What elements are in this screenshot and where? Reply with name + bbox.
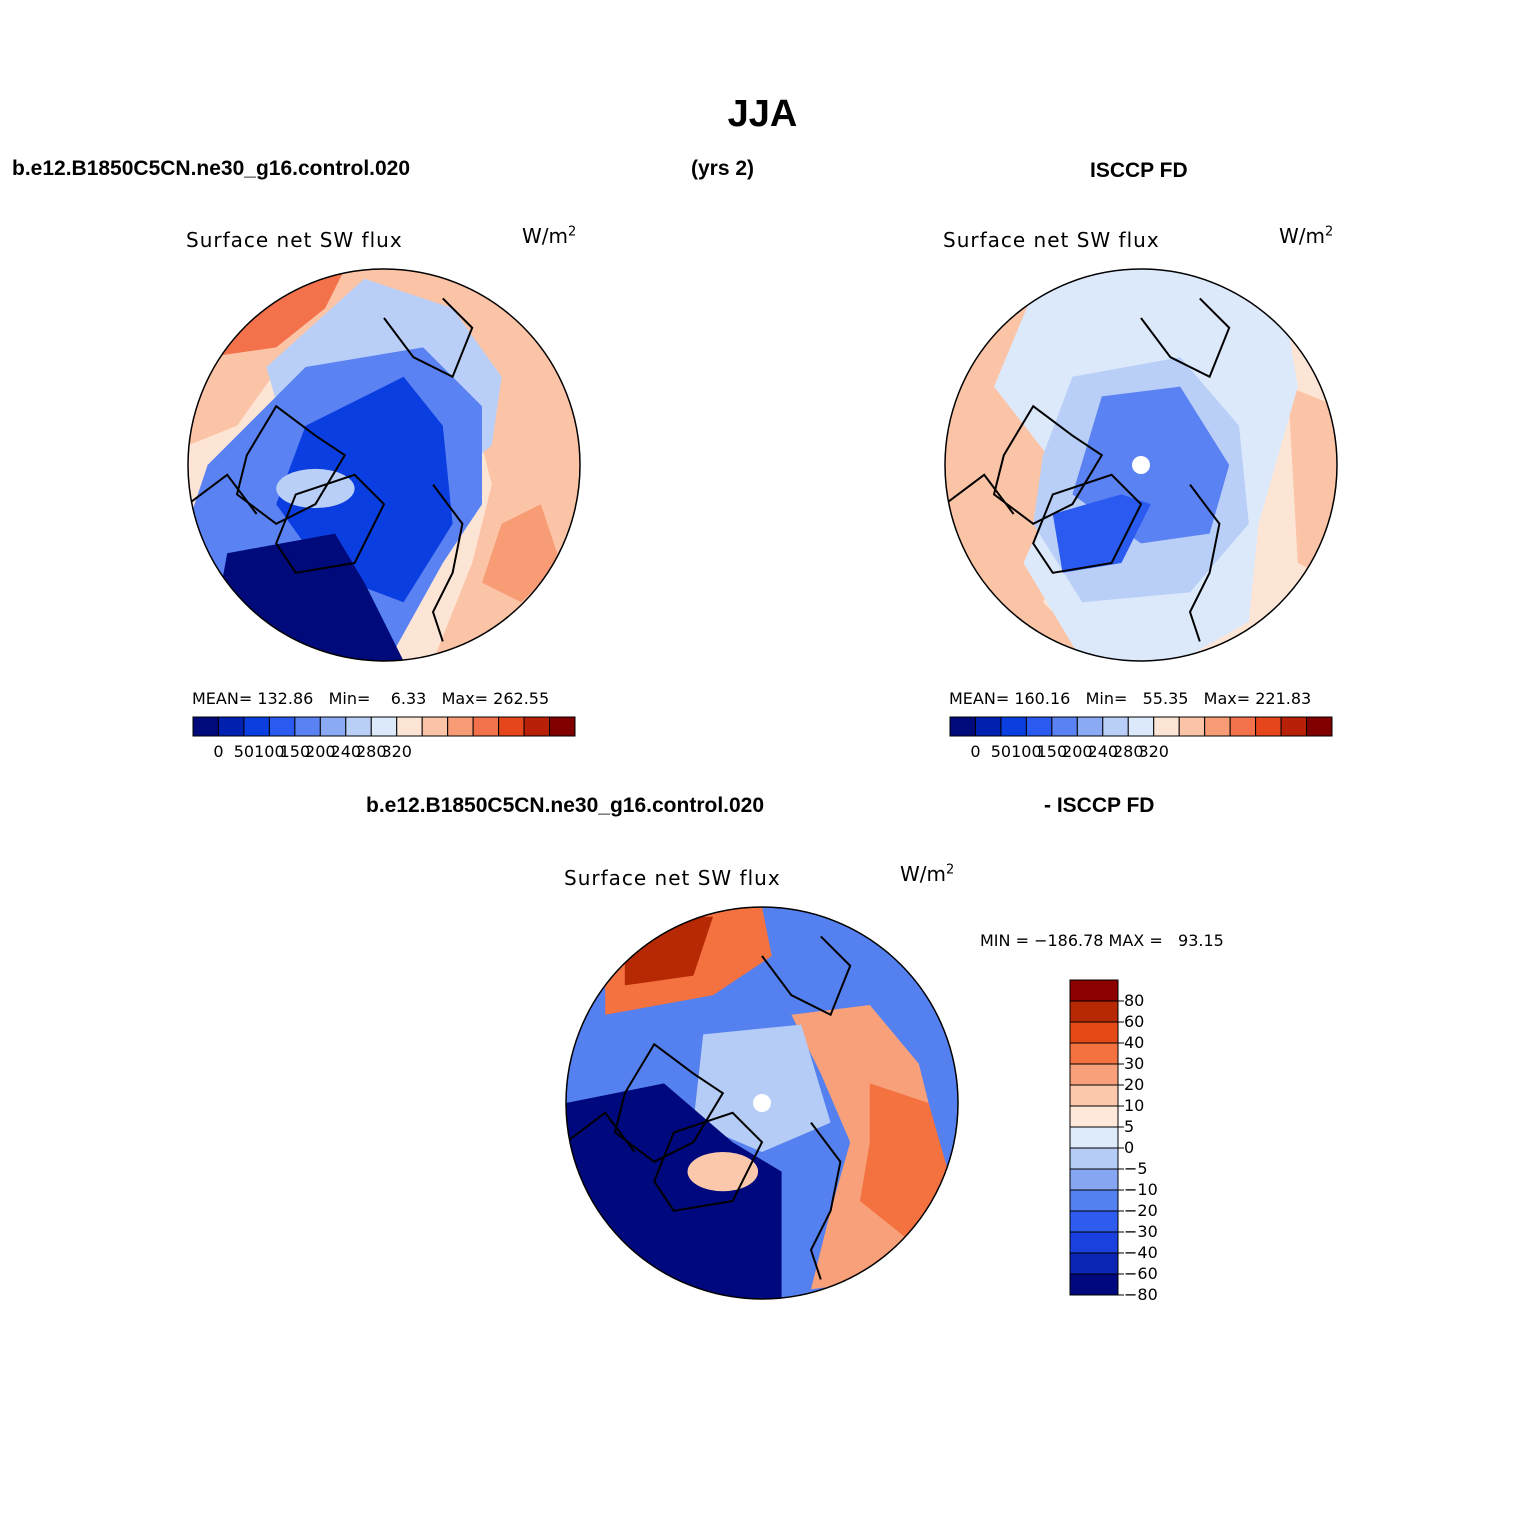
colorbar-tick-label: 20 xyxy=(1124,1075,1145,1094)
map-border xyxy=(565,906,959,1300)
diff-case-header: b.e12.B1850C5CN.ne30_g16.control.020 xyxy=(366,794,765,817)
obs-panel-title: Surface net SW flux xyxy=(943,228,1160,252)
colorbar-tick-label: 10 xyxy=(1124,1096,1145,1115)
colorbar-box xyxy=(1069,1189,1119,1212)
map-border xyxy=(944,268,1338,662)
colorbar-tick-label: −10 xyxy=(1124,1180,1158,1199)
colorbar-box xyxy=(1069,1252,1119,1275)
colorbar-tick-label: 320 xyxy=(381,742,412,761)
colorbar-box xyxy=(1069,1000,1119,1023)
colorbar-tick-label: 0 xyxy=(970,742,981,761)
colorbar-box xyxy=(1306,716,1333,737)
diff-panel-units: W/m2 xyxy=(900,862,954,886)
map-border xyxy=(187,268,581,662)
obs-panel-units: W/m2 xyxy=(1279,224,1333,248)
map-field xyxy=(945,269,1337,661)
colorbar-tick-label: −80 xyxy=(1124,1285,1158,1304)
colorbar-tick-label: 280 xyxy=(1112,742,1144,761)
obs-name-header: ISCCP FD xyxy=(1090,159,1188,182)
units-base: W/m xyxy=(522,224,568,248)
colorbar-box xyxy=(1069,1231,1119,1254)
units-exponent: 2 xyxy=(946,862,955,878)
colorbar-box xyxy=(1069,1210,1119,1233)
colorbar-tick-label: 0 xyxy=(1124,1138,1135,1157)
colorbar-tick-label: 80 xyxy=(1124,991,1145,1010)
colorbar-box xyxy=(1069,1168,1119,1191)
colorbar-box xyxy=(1069,1063,1119,1086)
colorbar-box xyxy=(1069,1084,1119,1107)
colorbar-box xyxy=(1069,1273,1119,1296)
model-panel-title: Surface net SW flux xyxy=(186,228,403,252)
colorbar-tick-label: 240 xyxy=(330,742,362,761)
colorbar-tick-label: −20 xyxy=(1124,1201,1158,1220)
units-base: W/m xyxy=(1279,224,1325,248)
diff-stats: MIN = −186.78 MAX = 93.15 xyxy=(980,931,1224,950)
colorbar-tick-label: 150 xyxy=(1036,742,1068,761)
colorbar-box xyxy=(1069,1105,1119,1128)
region-warm-mid xyxy=(482,504,561,603)
map-field xyxy=(188,269,580,661)
region-warm-east-strong xyxy=(860,1083,949,1241)
coastlines xyxy=(566,935,852,1280)
pole-marker xyxy=(753,1094,771,1112)
colorbar-tick-label: 50 xyxy=(990,742,1012,761)
colorbar-tick-label: −30 xyxy=(1124,1222,1158,1241)
region-greenland-anomaly xyxy=(687,1152,759,1192)
units-exponent: 2 xyxy=(1325,224,1334,240)
coastlines xyxy=(945,297,1231,642)
colorbar-tick-label: 100 xyxy=(254,742,285,761)
colorbar-box xyxy=(1069,979,1119,1002)
colorbar-box xyxy=(549,716,576,737)
colorbar-tick-label: 240 xyxy=(1087,742,1119,761)
model-stats: MEAN= 132.86 Min= 6.33 Max= 262.55 xyxy=(192,689,550,708)
colorbar-box xyxy=(1069,1042,1119,1065)
case-name-header: b.e12.B1850C5CN.ne30_g16.control.020 xyxy=(12,157,411,180)
region-central xyxy=(693,1024,831,1152)
colorbar-tick-label: −40 xyxy=(1124,1243,1158,1262)
colorbar-box xyxy=(1069,1021,1119,1044)
colorbar-tick-label: 0 xyxy=(213,742,224,761)
colorbar-tick-label: 40 xyxy=(1124,1033,1145,1052)
obs-stats: MEAN= 160.16 Min= 55.35 Max= 221.83 xyxy=(949,689,1312,708)
colorbar-tick-label: −60 xyxy=(1124,1264,1158,1283)
colorbar-tick-label: −5 xyxy=(1124,1159,1148,1178)
years-header: (yrs 2) xyxy=(691,157,755,180)
region-greenland xyxy=(1052,494,1151,573)
coastlines xyxy=(188,297,474,642)
units-exponent: 2 xyxy=(568,224,577,240)
model-panel-units: W/m2 xyxy=(522,224,576,248)
colorbar-box xyxy=(1069,1126,1119,1149)
diff-obs-header: - ISCCP FD xyxy=(1044,794,1155,817)
diff-panel-title: Surface net SW flux xyxy=(564,866,781,890)
colorbar-tick-label: 320 xyxy=(1138,742,1169,761)
colorbar-tick-label: 200 xyxy=(1062,742,1093,761)
colorbar-tick-label: 60 xyxy=(1124,1012,1145,1031)
units-base: W/m xyxy=(900,862,946,886)
colorbar-box xyxy=(1069,1147,1119,1170)
pole-marker xyxy=(1132,456,1150,474)
map-field xyxy=(566,907,958,1299)
colorbar-tick-label: 50 xyxy=(233,742,255,761)
colorbar-tick-label: 100 xyxy=(1011,742,1042,761)
colorbar-tick-label: 150 xyxy=(279,742,311,761)
colorbar-tick-label: 280 xyxy=(355,742,387,761)
colorbar-tick-label: 200 xyxy=(305,742,336,761)
colorbar-tick-label: 30 xyxy=(1124,1054,1145,1073)
main-title: JJA xyxy=(727,93,798,135)
colorbar-tick-label: 5 xyxy=(1124,1117,1135,1136)
